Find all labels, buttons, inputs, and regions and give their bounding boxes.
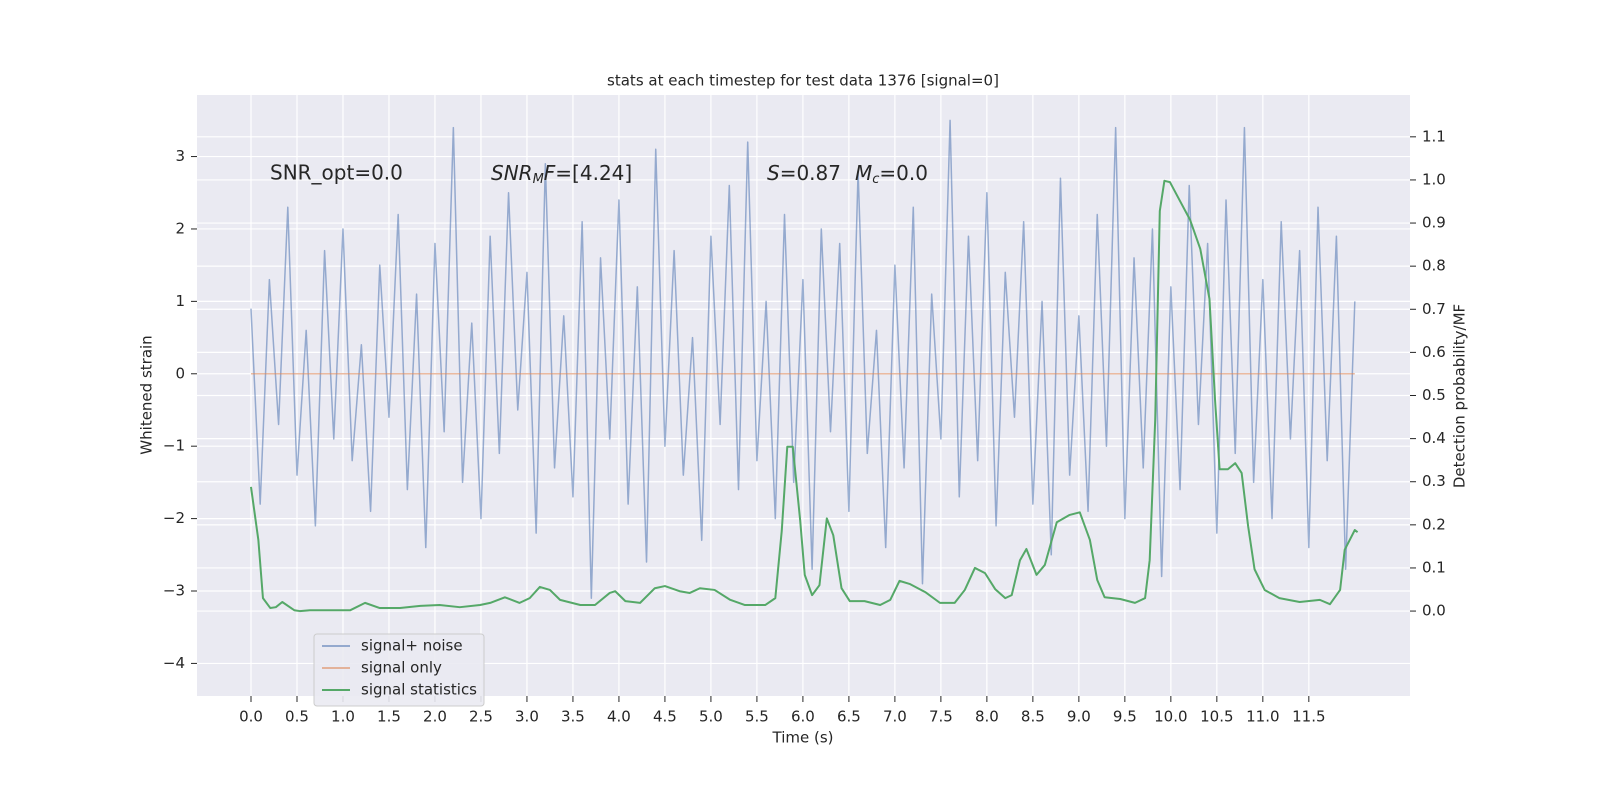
y-tick-label: −2: [163, 509, 185, 527]
annotation: S=0.87 Mc=0.0: [767, 161, 928, 187]
legend-box: [313, 633, 485, 707]
legend-label: signal only: [361, 659, 442, 677]
legend: signal+ noise signal only signal statistic…: [313, 633, 485, 707]
x-tick-label: 4.5: [653, 708, 677, 726]
annotation-part: =0.0: [879, 161, 928, 185]
x-tick-label: 11.0: [1246, 708, 1279, 726]
series-line: [250, 119, 1356, 599]
y2-tick-label: 0.6: [1422, 343, 1446, 361]
y2-tick-label: 1.1: [1422, 127, 1446, 145]
y-tick-label: 1: [175, 292, 185, 310]
x-tick-label: 3.0: [515, 708, 539, 726]
x-tick-label: 7.5: [929, 708, 953, 726]
marks: [249, 119, 1359, 613]
x-tick-label: 8.5: [1021, 708, 1045, 726]
x-tick-label: 9.0: [1067, 708, 1091, 726]
y-tick-label: −3: [163, 582, 185, 600]
y2-axis-label: Detection probability/MF: [1451, 304, 1469, 488]
x-tick-label: 1.5: [377, 708, 401, 726]
annotation-part: F: [544, 161, 556, 185]
legend-label: signal+ noise: [361, 637, 463, 655]
x-axis-label: Time (s): [772, 729, 834, 747]
y2-tick-label: 0.1: [1422, 558, 1446, 576]
annotation-part: SNR: [491, 161, 533, 185]
grid: [191, 95, 1416, 702]
annotation: SNRMF=[4.24]: [491, 161, 632, 187]
x-tick-label: 10.5: [1200, 708, 1233, 726]
annotation-part: =0.87: [780, 161, 841, 185]
annotation-part: =[4.24]: [555, 161, 632, 185]
x-tick-label: 3.5: [561, 708, 585, 726]
y-tick-label: 3: [175, 147, 185, 165]
y2-tick-label: 0.8: [1422, 257, 1446, 275]
x-tick-label: 7.0: [883, 708, 907, 726]
y-axis-label: Whitened strain: [138, 335, 156, 454]
y2-tick-label: 0.5: [1422, 386, 1446, 404]
x-tick-label: 2.5: [469, 708, 493, 726]
y2-tick-label: 1.0: [1422, 170, 1446, 188]
y2-tick-label: 0.3: [1422, 472, 1446, 490]
y-tick-label: −1: [163, 437, 185, 455]
legend-label: signal statistics: [361, 681, 477, 699]
y2-tick-label: 0.2: [1422, 515, 1446, 533]
y-tick-label: 2: [175, 219, 185, 237]
annotation: SNR_opt=0.0: [270, 161, 403, 185]
x-tick-label: 10.0: [1154, 708, 1187, 726]
annotation-part: M: [855, 161, 872, 185]
y2-tick-label: 0.0: [1422, 602, 1446, 620]
x-tick-label: 8.0: [975, 708, 999, 726]
y2-tick-label: 0.4: [1422, 429, 1446, 447]
y-tick-label: −4: [163, 654, 185, 672]
annotation-part: S: [767, 161, 780, 185]
y2-tick-label: 0.7: [1422, 300, 1446, 318]
chart-title: stats at each timestep for test data 137…: [607, 72, 999, 90]
annotation-part: c: [872, 172, 879, 187]
x-tick-label: 5.5: [745, 708, 769, 726]
x-tick-label: 4.0: [607, 708, 631, 726]
x-tick-label: 1.0: [331, 708, 355, 726]
x-tick-label: 0.0: [239, 708, 263, 726]
x-tick-label: 9.5: [1113, 708, 1137, 726]
x-tick-label: 5.0: [699, 708, 723, 726]
y-tick-label: 0: [175, 364, 185, 382]
annotation-part: M: [533, 172, 544, 187]
y2-tick-label: 0.9: [1422, 214, 1446, 232]
x-tick-label: 0.5: [285, 708, 309, 726]
x-tick-label: 2.0: [423, 708, 447, 726]
x-tick-label: 11.5: [1292, 708, 1325, 726]
x-tick-label: 6.0: [791, 708, 815, 726]
series-line: [249, 179, 1359, 613]
x-tick-label: 6.5: [837, 708, 861, 726]
